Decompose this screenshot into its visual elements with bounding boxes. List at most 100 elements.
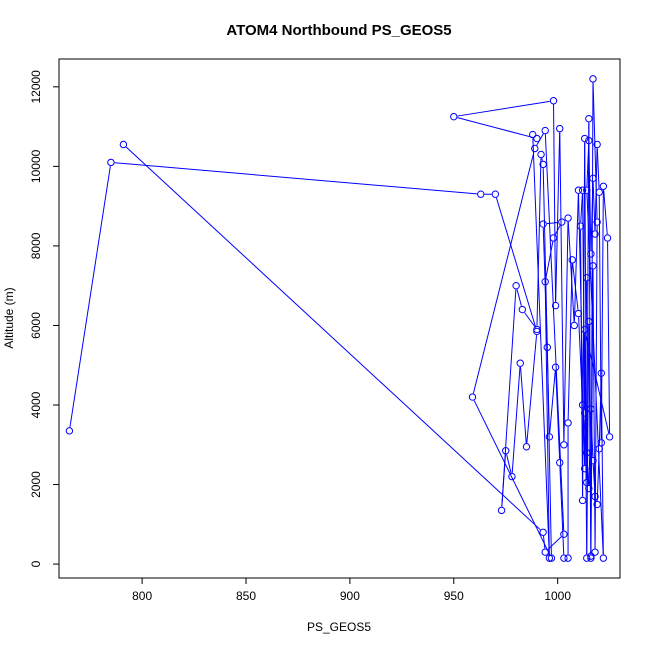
data-point — [589, 174, 597, 183]
x-tick-label: 850 — [236, 589, 256, 603]
data-point — [580, 464, 589, 473]
series-segment — [567, 221, 575, 322]
series-segment — [588, 122, 592, 553]
y-tick-label: 4000 — [29, 391, 43, 418]
y-tick-label: 8000 — [29, 232, 43, 259]
series-segment — [506, 454, 512, 474]
series-segment — [580, 194, 583, 223]
series-segment — [573, 194, 579, 322]
data-point — [589, 262, 597, 270]
series-segment — [532, 138, 550, 555]
series-segment — [457, 100, 550, 117]
data-point — [591, 548, 599, 556]
data-point — [491, 190, 500, 198]
data-point — [574, 186, 583, 194]
series-segment — [553, 104, 557, 302]
data-point — [593, 500, 601, 509]
data-point — [589, 456, 597, 465]
data-point — [576, 222, 585, 230]
series-segment — [545, 241, 554, 279]
data-point — [574, 309, 583, 318]
data-point — [583, 449, 591, 457]
data-point — [560, 554, 568, 562]
y-axis-label: Altitude (m) — [2, 287, 16, 348]
series-segment — [536, 158, 542, 326]
series-segment — [472, 152, 535, 394]
data-point — [599, 554, 608, 562]
data-point — [541, 548, 549, 556]
series-segment — [547, 536, 562, 550]
data-point — [529, 130, 537, 139]
series-segment — [567, 263, 573, 420]
data-point — [605, 433, 614, 441]
series-segment — [69, 166, 111, 428]
data-point — [587, 554, 595, 562]
series-segment — [473, 400, 551, 555]
data-point — [533, 325, 541, 334]
data-point — [595, 445, 603, 453]
data-point — [543, 343, 551, 352]
series-segment — [516, 289, 522, 307]
data-point — [551, 363, 560, 371]
series-segment — [592, 82, 598, 219]
data-point — [595, 188, 603, 196]
data-point — [568, 256, 576, 264]
data-point — [65, 427, 74, 435]
data-point — [502, 447, 510, 455]
data-point — [539, 220, 547, 228]
data-point — [539, 160, 547, 169]
data-point — [578, 496, 587, 505]
data-point — [593, 218, 601, 226]
data-point — [583, 274, 591, 282]
data-point — [107, 158, 115, 167]
data-point — [597, 439, 605, 447]
data-point — [583, 554, 591, 562]
series-segment — [586, 325, 590, 555]
data-point — [549, 97, 558, 105]
data-point — [533, 327, 541, 336]
series-segment — [580, 229, 584, 497]
series-segment — [546, 221, 559, 225]
series-segment — [600, 190, 604, 439]
y-tick-label: 6000 — [29, 312, 43, 339]
series-segment — [501, 289, 517, 507]
series-segment — [584, 142, 588, 479]
data-point — [580, 325, 589, 334]
data-point — [564, 214, 572, 222]
series-segment — [114, 162, 478, 195]
series-segment — [594, 225, 598, 549]
data-point — [564, 419, 572, 427]
plot-area — [58, 58, 621, 579]
data-point — [583, 186, 591, 194]
data-point — [580, 134, 589, 143]
data-point — [468, 393, 477, 401]
series-segment — [584, 281, 588, 465]
series-segment — [607, 241, 611, 434]
data-point — [591, 492, 599, 501]
x-axis-label: PS_GEOS5 — [307, 620, 371, 634]
x-tick-label: 950 — [444, 589, 464, 603]
data-point — [549, 234, 558, 242]
y-tick-label: 2000 — [29, 471, 43, 498]
y-tick-label: 12000 — [29, 70, 43, 104]
data-point — [585, 136, 593, 145]
data-point — [512, 281, 520, 290]
series-segment — [542, 227, 548, 344]
series-segment — [596, 148, 600, 189]
series-segment — [541, 158, 543, 161]
series-segment — [549, 370, 556, 434]
data-point — [497, 506, 506, 515]
chart-title: ATOM4 Northbound PS_GEOS5 — [226, 22, 451, 39]
data-point — [477, 190, 485, 198]
data-point — [547, 554, 556, 562]
data-point — [119, 140, 128, 149]
data-point — [587, 405, 595, 413]
series-segment — [582, 194, 586, 410]
data-point — [560, 530, 568, 538]
series-segment — [563, 221, 569, 441]
series-segment — [125, 146, 541, 531]
data-point — [518, 305, 527, 314]
data-point — [583, 478, 591, 487]
series-segment — [555, 370, 561, 459]
